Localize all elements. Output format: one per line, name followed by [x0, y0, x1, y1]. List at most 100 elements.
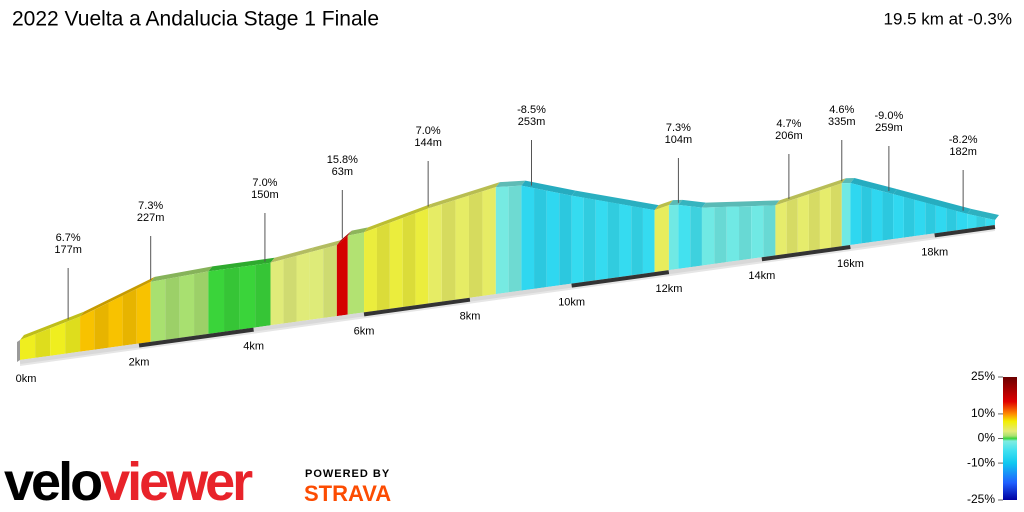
annotation-length: 227m	[137, 212, 165, 224]
annotation-length: 177m	[54, 244, 82, 256]
colorbar-label: -25%	[967, 492, 995, 506]
annotation-grade: 4.6%	[829, 104, 854, 116]
profile-segment	[726, 206, 740, 263]
profile-segment	[967, 213, 977, 229]
km-segment	[469, 283, 572, 302]
profile-segment	[914, 199, 926, 237]
annotation-grade: 7.0%	[416, 125, 441, 137]
x-tick-label: 18km	[921, 246, 948, 258]
profile-segment	[946, 208, 957, 232]
km-segment	[138, 327, 254, 348]
profile-segment	[508, 185, 522, 293]
profile-segment	[80, 309, 95, 352]
km-segment	[19, 343, 140, 364]
logo: veloviewer	[4, 452, 253, 512]
profile-top	[208, 257, 275, 272]
profile-segment	[935, 205, 947, 234]
profile-segment	[482, 187, 496, 296]
profile-segment	[871, 188, 883, 243]
annotation-grade: 4.7%	[776, 118, 801, 130]
profile-segment	[808, 190, 820, 251]
colorbar-label: 0%	[978, 431, 996, 445]
annotation-length: 144m	[414, 137, 442, 149]
x-tick-label: 12km	[655, 283, 682, 295]
profile-segment	[739, 206, 752, 261]
logo-part: viewer	[100, 452, 253, 512]
profile-segment	[402, 213, 416, 308]
km-segment	[668, 257, 763, 275]
profile-segment	[893, 194, 904, 240]
profile-top	[364, 203, 433, 233]
profile-segment	[208, 269, 225, 334]
profile-side	[17, 340, 20, 362]
profile-segment	[830, 183, 842, 248]
profile-segment	[165, 276, 180, 340]
profile-segment	[224, 267, 240, 332]
km-segment	[571, 270, 670, 288]
annotation-grade: -8.2%	[949, 134, 978, 146]
chart-subtitle: 19.5 km at -0.3%	[883, 9, 1012, 28]
colorbar-label: 25%	[971, 369, 995, 383]
profile-top	[270, 247, 314, 263]
x-tick-label: 10km	[558, 297, 585, 309]
annotation-length: 63m	[332, 166, 353, 178]
profile-segment	[546, 190, 560, 288]
profile-segment	[468, 191, 483, 298]
profile-segment	[619, 203, 632, 278]
profile-segment	[925, 202, 936, 235]
profile-segment	[347, 232, 365, 315]
profile-segment	[631, 205, 643, 276]
profile-segment	[668, 204, 679, 271]
profile-segment	[985, 217, 995, 227]
profile-segment	[690, 206, 702, 268]
profile-segment	[841, 183, 851, 247]
logo-part: velo	[4, 452, 101, 512]
annotation-grade: 6.7%	[56, 232, 81, 244]
annotation-grade: 7.3%	[138, 200, 163, 212]
profile-segment	[283, 255, 297, 324]
strava-logo: STRAVA	[304, 481, 391, 506]
annotation-length: 259m	[875, 122, 903, 134]
profile-segment	[751, 205, 764, 259]
profile-top	[428, 182, 500, 209]
profile-segment	[255, 262, 271, 328]
profile-segment	[775, 201, 787, 256]
profile-segment	[376, 222, 390, 311]
profile-segment	[763, 205, 776, 258]
profile-segment	[956, 211, 968, 231]
x-tick-label: 4km	[243, 341, 264, 353]
profile-top	[336, 230, 352, 246]
profile-top	[967, 208, 999, 220]
profile-top	[850, 178, 898, 195]
profile-segment	[678, 204, 691, 269]
profile-segment	[150, 279, 166, 342]
profile-segment	[861, 185, 872, 244]
profile-segment	[296, 252, 310, 322]
profile-segment	[136, 281, 151, 344]
profile-segment	[797, 194, 809, 253]
profile-segment	[364, 227, 377, 313]
x-tick-label: 14km	[748, 270, 775, 282]
profile-segment	[521, 185, 535, 291]
profile-segment	[976, 215, 986, 228]
profile-segment	[583, 197, 596, 282]
annotation-grade: -8.5%	[517, 104, 546, 116]
profile-segment	[642, 208, 655, 274]
profile-segment	[50, 322, 66, 356]
profile-top	[80, 276, 155, 317]
profile-segment	[94, 302, 109, 350]
colorbar-label: 10%	[971, 406, 995, 420]
profile-segment	[336, 235, 348, 317]
annotation-length: 182m	[949, 146, 977, 158]
km-segment	[761, 245, 851, 262]
profile-segment	[389, 218, 403, 309]
colorbar	[1003, 377, 1017, 500]
profile-top	[150, 266, 213, 282]
profile-segment	[534, 188, 547, 289]
km-segment	[934, 225, 996, 238]
annotation-length: 150m	[251, 189, 279, 201]
profile-top	[668, 199, 683, 206]
profile-segment	[714, 206, 727, 264]
annotation-length: 253m	[518, 116, 546, 128]
annotation-grade: -9.0%	[875, 110, 904, 122]
